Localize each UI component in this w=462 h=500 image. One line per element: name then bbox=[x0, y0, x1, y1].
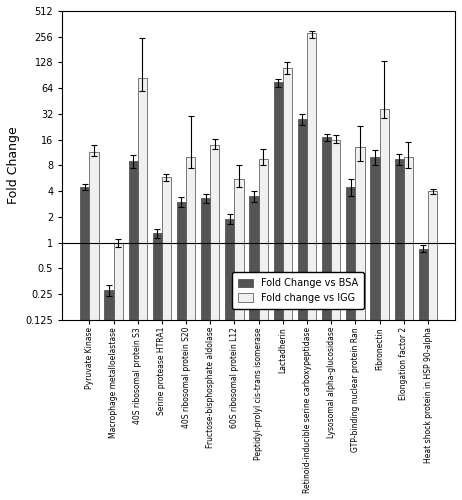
Bar bbox=[201, 198, 210, 500]
Bar bbox=[331, 140, 340, 500]
Bar bbox=[210, 144, 219, 500]
Bar bbox=[138, 78, 147, 500]
Bar bbox=[404, 157, 413, 500]
Bar bbox=[298, 119, 307, 500]
Legend: Fold Change vs BSA, Fold change vs IGG: Fold Change vs BSA, Fold change vs IGG bbox=[232, 272, 364, 309]
Bar bbox=[177, 202, 186, 500]
Bar bbox=[80, 187, 89, 500]
Bar bbox=[283, 68, 292, 500]
Bar bbox=[259, 159, 268, 500]
Bar bbox=[346, 187, 355, 500]
Y-axis label: Fold Change: Fold Change bbox=[7, 126, 20, 204]
Bar bbox=[419, 249, 428, 500]
Bar bbox=[235, 180, 243, 500]
Bar bbox=[428, 191, 437, 500]
Bar bbox=[380, 108, 389, 500]
Bar bbox=[114, 242, 123, 500]
Bar bbox=[153, 233, 162, 500]
Bar bbox=[104, 290, 114, 500]
Bar bbox=[249, 196, 259, 500]
Bar bbox=[322, 138, 331, 500]
Bar bbox=[225, 219, 235, 500]
Bar bbox=[395, 159, 404, 500]
Bar bbox=[355, 148, 365, 500]
Bar bbox=[274, 82, 283, 500]
Bar bbox=[186, 157, 195, 500]
Bar bbox=[162, 178, 171, 500]
Bar bbox=[128, 161, 138, 500]
Bar bbox=[307, 34, 316, 500]
Bar bbox=[371, 157, 380, 500]
Bar bbox=[89, 152, 98, 500]
